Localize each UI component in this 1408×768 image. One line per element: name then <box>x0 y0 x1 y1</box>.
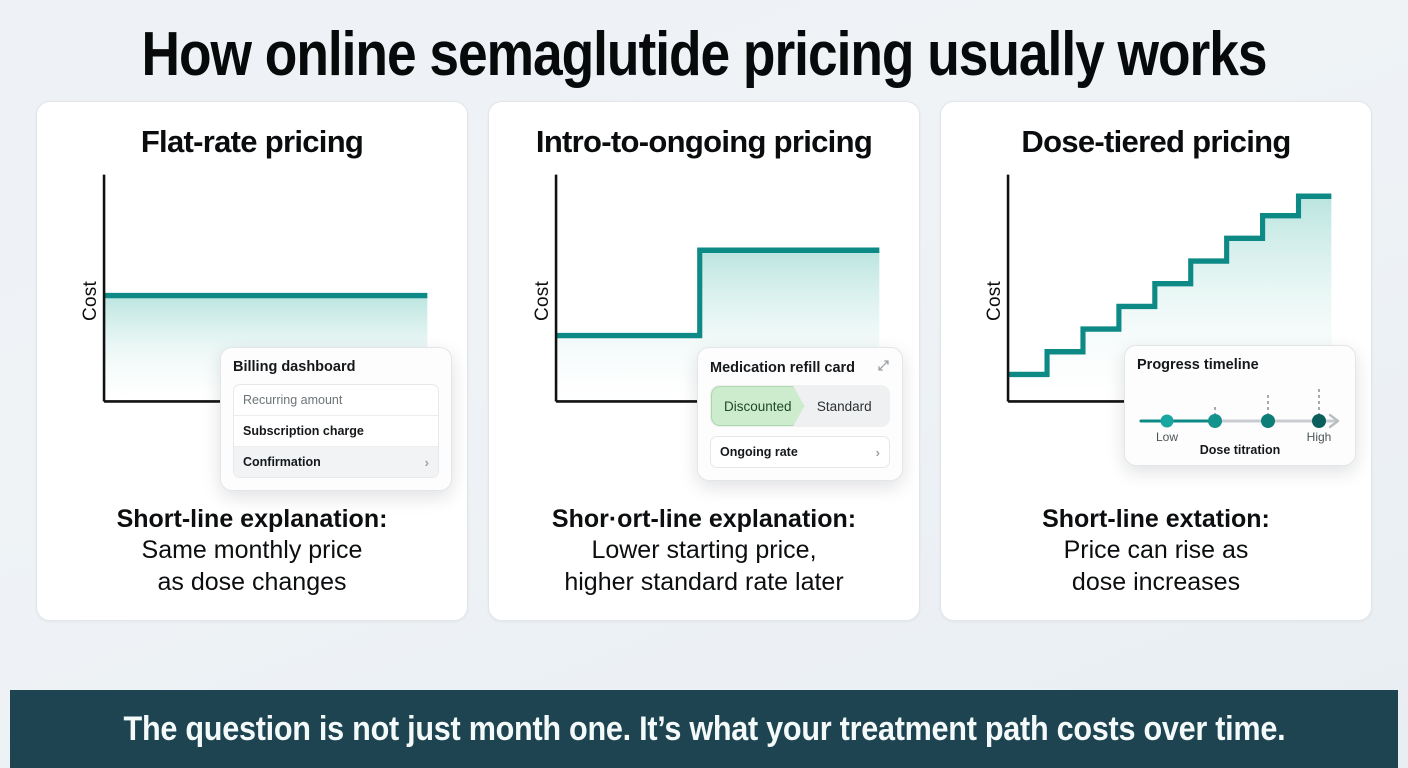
y-axis-label: Cost <box>983 281 1005 322</box>
overlay-title: Billing dashboard <box>233 359 356 376</box>
overlay-header: Medication refill card <box>710 359 890 376</box>
billing-dashboard-overlay[interactable]: Billing dashboard Recurring amount Subsc… <box>220 347 452 492</box>
page-title: How online semaglutide pricing usually w… <box>141 20 1268 89</box>
timeline-dot[interactable] <box>1208 414 1222 429</box>
card-flat-rate[interactable]: Flat-rate pricing Cost Time <box>36 101 468 622</box>
list-item[interactable]: Ongoing rate › <box>711 437 889 467</box>
list-item[interactable]: Confirmation › <box>234 447 438 478</box>
expand-icon[interactable] <box>877 359 890 376</box>
overlay-title: Medication refill card <box>710 359 856 376</box>
bottom-banner: The question is not just month one. It’s… <box>10 690 1398 768</box>
caption-line-1: Lower starting price, <box>591 536 817 565</box>
pricing-segmented-control[interactable]: Discounted Standard <box>710 385 891 428</box>
caption-lead: Shor·ort-line explanation: <box>551 504 857 533</box>
caption-lead: Short-line extation: <box>1042 504 1270 533</box>
card-title: Flat-rate pricing <box>140 124 364 160</box>
banner-text: The question is not just month one. It’s… <box>123 709 1285 748</box>
card-caption: Shor·ort-line explanation: Lower startin… <box>501 504 907 599</box>
pricing-cards-row: Flat-rate pricing Cost Time <box>0 101 1408 622</box>
caption-lead: Short-line explanation: <box>116 504 388 533</box>
list-item[interactable]: Subscription charge <box>234 416 438 448</box>
caption-line-2: dose increases <box>1071 567 1241 596</box>
segment-discounted[interactable]: Discounted <box>711 386 805 427</box>
timeline-svg: Low High <box>1139 389 1340 444</box>
card-intro-to-ongoing[interactable]: Intro-to-ongoing pricing Cost Time <box>488 101 920 622</box>
timeline-dot[interactable] <box>1261 414 1275 429</box>
timeline-start-label: Low <box>1156 430 1178 444</box>
cost-line <box>1008 193 1332 378</box>
caption-line-1: Same monthly price <box>141 536 363 565</box>
overlay-row-list: Recurring amount Subscription charge Con… <box>233 384 439 479</box>
overlay-header: Billing dashboard <box>233 359 439 375</box>
card-caption: Short-line explanation: Same monthly pri… <box>49 504 455 599</box>
segment-label: Standard <box>816 398 872 414</box>
y-axis-label: Cost <box>79 281 101 322</box>
caption-line-1: Price can rise as <box>1063 536 1249 565</box>
row-label: Ongoing rate <box>720 445 798 460</box>
overlay-title: Progress timeline <box>1137 357 1259 374</box>
timeline-center-label: Dose titration <box>1199 443 1281 458</box>
row-label: Subscription charge <box>243 424 364 439</box>
timeline-dot[interactable] <box>1160 414 1174 428</box>
arrow-right-icon <box>1328 413 1340 429</box>
y-axis-label: Cost <box>531 281 553 322</box>
dose-titration-timeline[interactable]: Low High Dose titration <box>1137 387 1343 457</box>
page-title-area: How online semaglutide pricing usually w… <box>0 0 1408 101</box>
overlay-row-list: Ongoing rate › <box>710 436 890 469</box>
row-label: Recurring amount <box>243 393 343 408</box>
card-dose-tiered[interactable]: Dose-tiered pricing Cost Time <box>940 101 1372 622</box>
chevron-right-icon: › <box>875 444 880 460</box>
card-caption: Short-line extation: Price can rise as d… <box>953 504 1359 599</box>
overlay-header: Progress timeline <box>1137 357 1343 373</box>
segment-standard[interactable]: Standard <box>799 385 891 427</box>
chevron-right-icon: › <box>424 454 429 470</box>
timeline-end-label: High <box>1307 430 1332 444</box>
cost-line <box>556 247 880 339</box>
caption-line-2: as dose changes <box>157 567 347 596</box>
segment-label: Discounted <box>723 398 792 414</box>
timeline-dot[interactable] <box>1312 414 1326 429</box>
medication-refill-overlay[interactable]: Medication refill card Discounted Standa… <box>697 347 903 482</box>
row-label: Confirmation <box>243 455 321 470</box>
card-title: Intro-to-ongoing pricing <box>535 124 873 160</box>
list-item[interactable]: Recurring amount <box>234 385 438 417</box>
progress-timeline-overlay[interactable]: Progress timeline Low <box>1124 345 1356 467</box>
card-title: Dose-tiered pricing <box>1021 124 1291 160</box>
caption-line-2: higher standard rate later <box>564 567 844 596</box>
